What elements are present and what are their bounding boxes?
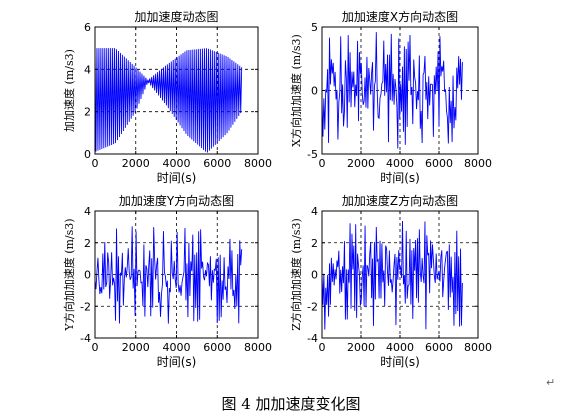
y-axis-label: Z方向加加速度 (m/s3) [289, 218, 303, 331]
y-tick-label: 0 [311, 85, 318, 98]
x-tick-label: 2000 [347, 341, 375, 354]
x-tick-label: 0 [92, 157, 99, 170]
chart-title: 加加速度Z方向动态图 [342, 193, 458, 208]
x-tick-label: 6000 [203, 157, 231, 170]
y-axis-label: Y方向加加速度 (m/s3) [62, 218, 76, 331]
y-tick-label: 0 [84, 148, 91, 161]
y-tick-label: 2 [311, 237, 318, 250]
y-tick-label: 0 [84, 269, 91, 282]
y-tick-label: 0 [311, 269, 318, 282]
x-tick-label: 0 [319, 157, 326, 170]
y-tick-label: 4 [84, 63, 91, 76]
x-axis-label: 时间(s) [380, 355, 420, 369]
x-tick-label: 4000 [386, 341, 414, 354]
x-tick-label: 2000 [122, 157, 150, 170]
x-tick-label: 8000 [244, 341, 272, 354]
y-tick-label: -2 [307, 300, 318, 313]
y-axis-label: 加加速度 (m/s3) [62, 49, 76, 132]
chart-title: 加加速度Y方向动态图 [119, 193, 234, 208]
x-tick-label: 6000 [425, 157, 453, 170]
x-tick-label: 8000 [464, 341, 492, 354]
x-tick-label: 6000 [203, 341, 231, 354]
y-tick-label: -5 [307, 148, 318, 161]
y-tick-label: 4 [84, 205, 91, 218]
series-line [94, 226, 243, 324]
y-tick-label: 5 [311, 21, 318, 34]
y-tick-label: 2 [84, 106, 91, 119]
x-tick-label: 4000 [163, 157, 191, 170]
series-line [94, 48, 243, 153]
x-tick-label: 0 [92, 341, 99, 354]
y-tick-label: 6 [84, 21, 91, 34]
paragraph-mark: ↵ [546, 376, 556, 389]
x-tick-label: 8000 [244, 157, 272, 170]
chart-title: 加加速度动态图 [134, 9, 218, 24]
x-tick-label: 2000 [122, 341, 150, 354]
y-tick-label: 2 [84, 237, 91, 250]
y-tick-label: -4 [80, 332, 91, 345]
x-tick-label: 4000 [163, 341, 191, 354]
x-axis-label: 时间(s) [157, 171, 197, 185]
figure-caption: 图 4 加加速度变化图 [221, 395, 361, 413]
x-axis-label: 时间(s) [157, 355, 197, 369]
series-line [321, 32, 463, 149]
chart-panel-2: 0 2000 4000 6000 8000-505加加速度X方向动态图时间(s)X方向加… [289, 9, 492, 185]
x-tick-label: 0 [319, 341, 326, 354]
x-tick-label: 6000 [425, 341, 453, 354]
y-tick-label: 4 [311, 205, 318, 218]
x-axis-label: 时间(s) [380, 171, 420, 185]
x-tick-label: 8000 [464, 157, 492, 170]
y-tick-label: -2 [80, 300, 91, 313]
y-axis-label: X方向加加速度 (m/s3) [289, 34, 303, 147]
y-tick-label: -4 [307, 332, 318, 345]
chart-title: 加加速度X方向动态图 [342, 9, 458, 24]
x-tick-label: 2000 [347, 157, 375, 170]
x-tick-label: 4000 [386, 157, 414, 170]
series-line [321, 221, 463, 330]
